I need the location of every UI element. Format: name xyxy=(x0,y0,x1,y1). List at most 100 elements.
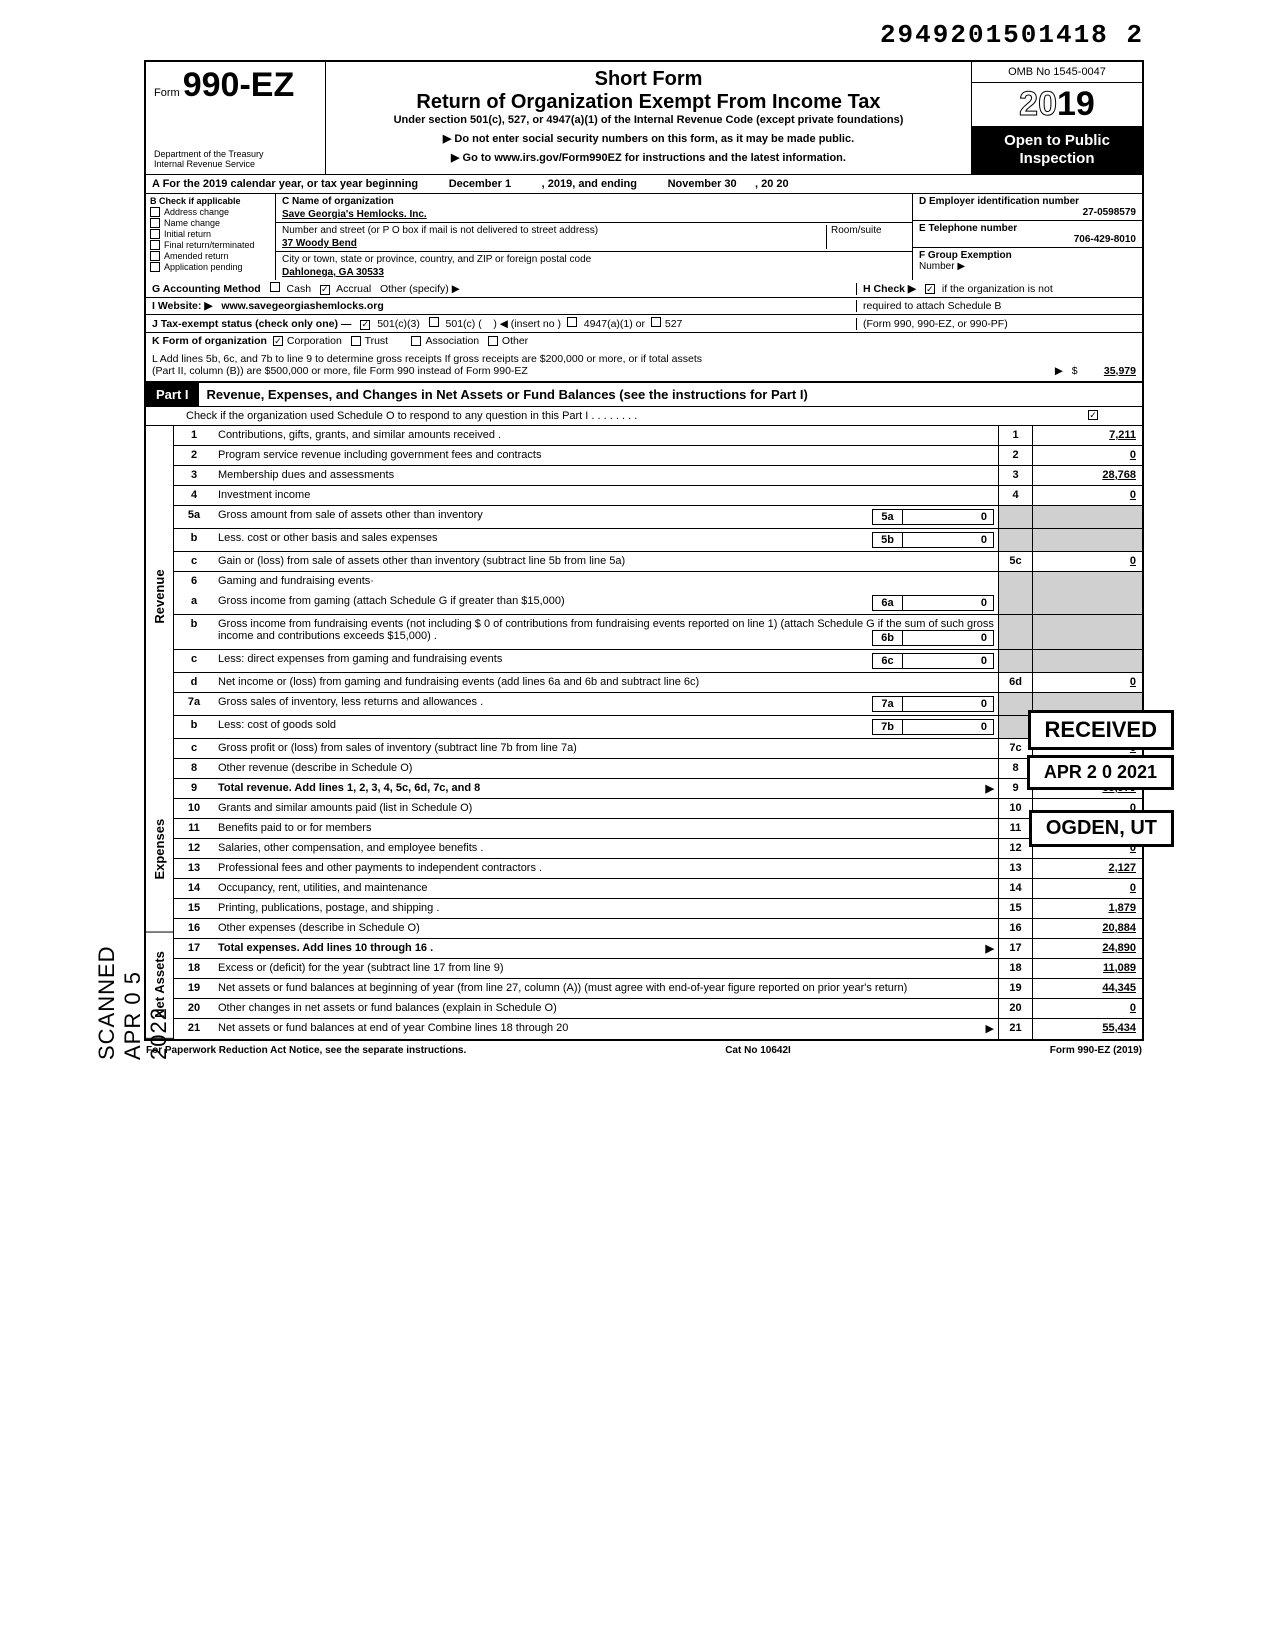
part1-sub-text: Check if the organization used Schedule … xyxy=(186,410,637,422)
line-amount xyxy=(1032,506,1142,528)
j1: 501(c)(3) xyxy=(377,318,420,330)
chk-501c3[interactable]: ✓ xyxy=(360,320,370,330)
e-label: E Telephone number xyxy=(919,223,1136,234)
header-doc-number: 2949201501418 2 xyxy=(144,20,1144,50)
h-text3: (Form 990, 990-EZ, or 990-PF) xyxy=(863,318,1008,330)
form-line-7a: 7aGross sales of inventory, less returns… xyxy=(174,693,1142,716)
info-grid: B Check if applicable Address change Nam… xyxy=(144,194,1144,280)
form-line-6: 6Gaming and fundraising events· xyxy=(174,572,1142,592)
title-cell: Short Form Return of Organization Exempt… xyxy=(326,62,972,174)
line-amount: 28,768 xyxy=(1032,466,1142,485)
line-num: 20 xyxy=(174,999,214,1018)
line-box-num xyxy=(998,650,1032,672)
website-value: www.savegeorgiashemlocks.org xyxy=(221,300,383,312)
chk-assoc[interactable] xyxy=(411,336,421,346)
form-line-16: 16Other expenses (describe in Schedule O… xyxy=(174,919,1142,939)
opt-initial-return: Initial return xyxy=(164,229,211,239)
inner-box: 6c0 xyxy=(872,653,994,669)
form-line-10: 10Grants and similar amounts paid (list … xyxy=(174,799,1142,819)
form-id-cell: Form 990-EZ Department of the Treasury I… xyxy=(146,62,326,174)
g-label: G Accounting Method xyxy=(152,283,261,295)
c-name-label: C Name of organization xyxy=(282,196,906,207)
line-desc: Less. cost or other basis and sales expe… xyxy=(214,529,998,551)
chk-application-pending[interactable] xyxy=(150,262,160,272)
street-value: 37 Woody Bend xyxy=(282,238,826,249)
line-box-num xyxy=(998,592,1032,614)
chk-initial-return[interactable] xyxy=(150,229,160,239)
form-line-c: cLess: direct expenses from gaming and f… xyxy=(174,650,1142,673)
form-line-1: 1Contributions, gifts, grants, and simil… xyxy=(174,426,1142,446)
line-box-num xyxy=(998,615,1032,649)
phone-value: 706-429-8010 xyxy=(919,234,1136,245)
j2b: ) ◀ (insert no ) xyxy=(493,318,561,330)
form-number: 990-EZ xyxy=(183,66,295,104)
line-desc: Occupancy, rent, utilities, and maintena… xyxy=(214,879,998,898)
line-num: c xyxy=(174,739,214,758)
line-box-num: 5c xyxy=(998,552,1032,571)
line-amount xyxy=(1032,592,1142,614)
chk-final-return[interactable] xyxy=(150,240,160,250)
g-other: Other (specify) ▶ xyxy=(380,283,460,295)
arrow-icon: ▶ xyxy=(986,1022,994,1035)
chk-trust[interactable] xyxy=(351,336,361,346)
line-amount: 44,345 xyxy=(1032,979,1142,998)
k3: Association xyxy=(425,335,479,347)
l-text2: (Part II, column (B)) are $500,000 or mo… xyxy=(152,365,528,377)
arrow-icon: ▶ xyxy=(986,942,994,955)
line-amount xyxy=(1032,572,1142,592)
org-name: Save Georgia's Hemlocks. Inc. xyxy=(282,209,906,220)
row-i: I Website: ▶ www.savegeorgiashemlocks.or… xyxy=(146,298,1142,315)
line-num: 18 xyxy=(174,959,214,978)
line-box-num: 14 xyxy=(998,879,1032,898)
line-num: b xyxy=(174,716,214,738)
line-num: d xyxy=(174,673,214,692)
chk-cash[interactable] xyxy=(270,282,280,292)
chk-4947[interactable] xyxy=(567,317,577,327)
line-a-mid: , 2019, and ending xyxy=(542,178,637,190)
ein-value: 27-0598579 xyxy=(919,207,1136,218)
inner-box-num: 7b xyxy=(873,720,903,734)
k2: Trust xyxy=(365,335,389,347)
line-amount: 1,879 xyxy=(1032,899,1142,918)
line-box-num: 15 xyxy=(998,899,1032,918)
chk-amended-return[interactable] xyxy=(150,251,160,261)
line-desc: Less: direct expenses from gaming and fu… xyxy=(214,650,998,672)
opt-address-change: Address change xyxy=(164,207,229,217)
line-amount: 7,211 xyxy=(1032,426,1142,445)
form-line-5a: 5aGross amount from sale of assets other… xyxy=(174,506,1142,529)
chk-h[interactable]: ✓ xyxy=(925,284,935,294)
chk-schedule-o[interactable]: ✓ xyxy=(1088,410,1098,420)
line-num: 1 xyxy=(174,426,214,445)
chk-other-org[interactable] xyxy=(488,336,498,346)
line-amount: 11,089 xyxy=(1032,959,1142,978)
line-box-num: 13 xyxy=(998,859,1032,878)
form-line-9: 9Total revenue. Add lines 1, 2, 3, 4, 5c… xyxy=(174,779,1142,799)
line-desc: Net assets or fund balances at end of ye… xyxy=(214,1019,998,1039)
inner-box-val: 0 xyxy=(903,533,993,547)
line-desc: Total expenses. Add lines 10 through 16 … xyxy=(214,939,998,958)
part1-header: Part I Revenue, Expenses, and Changes in… xyxy=(144,383,1144,407)
chk-name-change[interactable] xyxy=(150,218,160,228)
form-header-row: Form 990-EZ Department of the Treasury I… xyxy=(144,60,1144,174)
form-line-18: 18Excess or (deficit) for the year (subt… xyxy=(174,959,1142,979)
inner-box-val: 0 xyxy=(903,596,993,610)
inner-box: 5b0 xyxy=(872,532,994,548)
form-body: Revenue Expenses Net Assets 1Contributio… xyxy=(144,426,1144,1041)
room-label: Room/suite xyxy=(831,225,882,236)
line-desc: Gain or (loss) from sale of assets other… xyxy=(214,552,998,571)
form-line-b: bGross income from fundraising events (n… xyxy=(174,615,1142,650)
inner-box: 5a0 xyxy=(872,509,994,525)
instr-2: ▶ Go to www.irs.gov/Form990EZ for instru… xyxy=(336,151,961,164)
omb-number: OMB No 1545-0047 xyxy=(972,62,1142,83)
chk-501c[interactable] xyxy=(429,317,439,327)
dept-line2: Internal Revenue Service xyxy=(154,160,264,170)
line-desc: Salaries, other compensation, and employ… xyxy=(214,839,998,858)
line-amount xyxy=(1032,529,1142,551)
footer-mid: Cat No 10642I xyxy=(725,1045,791,1056)
chk-address-change[interactable] xyxy=(150,207,160,217)
chk-accrual[interactable]: ✓ xyxy=(320,285,330,295)
opt-final-return: Final return/terminated xyxy=(164,240,255,250)
chk-527[interactable] xyxy=(651,317,661,327)
form-line-c: cGross profit or (loss) from sales of in… xyxy=(174,739,1142,759)
chk-corp[interactable]: ✓ xyxy=(273,336,283,346)
